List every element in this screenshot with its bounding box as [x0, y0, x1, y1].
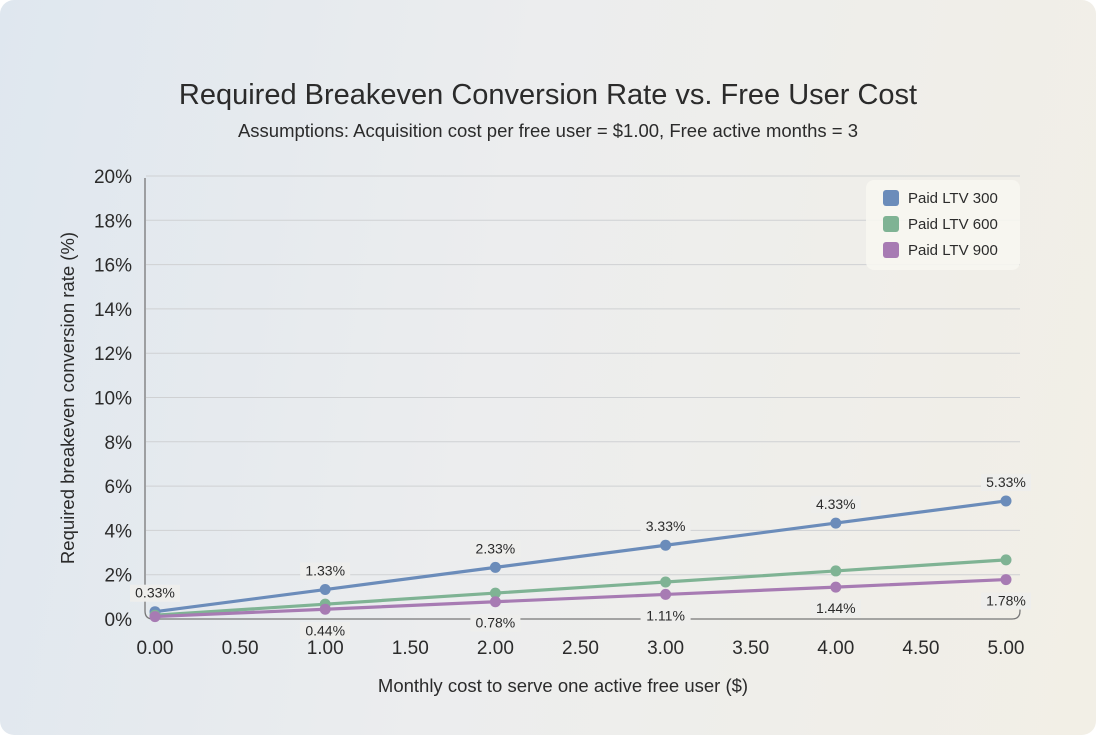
data-point: [660, 588, 672, 600]
data-label: 0.44%: [305, 622, 345, 638]
chart-subtitle: Assumptions: Acquisition cost per free u…: [238, 120, 858, 141]
data-label: 1.33%: [305, 563, 345, 579]
legend: Paid LTV 300 Paid LTV 600 Paid LTV 900: [866, 180, 1020, 270]
series-line: [154, 499, 1007, 614]
y-tick-label: 4%: [105, 521, 133, 542]
data-label: 3.33%: [646, 518, 686, 534]
y-tick-label: 20%: [94, 167, 132, 188]
data-label: 1.11%: [646, 607, 685, 623]
y-tick-label: 2%: [105, 566, 133, 587]
data-label: 0.33%: [135, 585, 175, 601]
data-point: [1000, 554, 1012, 566]
y-axis-label: Required breakeven conversion rate (%): [57, 232, 78, 564]
data-label-bg: [300, 622, 351, 640]
legend-label: Paid LTV 300: [908, 190, 998, 207]
data-point: [149, 611, 161, 623]
axis-frame: [144, 178, 1021, 620]
y-tick-label: 14%: [94, 300, 132, 321]
x-tick-label: 4.50: [902, 638, 939, 659]
data-point: [319, 584, 331, 596]
data-point: [830, 565, 842, 577]
data-point: [830, 517, 842, 529]
y-tick-label: 12%: [94, 344, 132, 365]
data-point: [1000, 574, 1012, 586]
data-point: [489, 587, 501, 599]
data-label-bg: [130, 584, 180, 602]
data-label: 0.78%: [476, 615, 516, 631]
x-tick-label: 3.50: [732, 638, 769, 659]
data-point: [660, 576, 672, 588]
data-point: [830, 581, 842, 593]
y-tick-label: 8%: [105, 433, 133, 454]
x-tick-label: 4.00: [817, 638, 854, 659]
x-tick-label: 0.50: [222, 638, 259, 659]
data-label: 4.33%: [816, 496, 856, 512]
legend-label: Paid LTV 600: [908, 216, 998, 233]
legend-swatch: [883, 190, 899, 206]
chart-title: Required Breakeven Conversion Rate vs. F…: [179, 79, 917, 111]
legend-swatch: [883, 242, 899, 258]
data-label-bg: [470, 614, 521, 632]
data-point: [489, 596, 501, 608]
data-point: [660, 539, 672, 551]
x-tick-label: 2.00: [477, 638, 514, 659]
y-tick-label: 0%: [105, 610, 133, 631]
x-tick-label: 5.00: [988, 638, 1025, 659]
legend-label: Paid LTV 900: [908, 242, 998, 259]
data-point: [319, 603, 331, 615]
data-point: [1000, 495, 1012, 507]
data-label-bg: [470, 540, 521, 558]
x-tick-label: 2.50: [562, 638, 599, 659]
series-line: [154, 577, 1007, 619]
x-tick-label: 1.00: [307, 638, 344, 659]
y-tick-label: 10%: [94, 389, 132, 410]
data-label: 1.78%: [986, 593, 1026, 609]
y-tick-label: 18%: [94, 211, 132, 232]
series-line: [154, 558, 1007, 617]
y-tick-label: 16%: [94, 256, 132, 277]
data-label-bg: [300, 562, 351, 580]
data-label-bg: [810, 600, 861, 618]
y-tick-label: 6%: [105, 477, 133, 498]
data-label-bg: [981, 473, 1031, 491]
data-label-bg: [640, 607, 691, 625]
data-label-bg: [981, 592, 1031, 610]
legend-box: [866, 180, 1020, 270]
x-tick-label: 3.00: [647, 638, 684, 659]
data-label: 5.33%: [986, 474, 1026, 490]
data-label: 1.44%: [816, 600, 856, 616]
x-tick-label: 1.50: [392, 638, 429, 659]
data-point: [489, 561, 501, 573]
x-tick-label: 0.00: [137, 638, 174, 659]
legend-swatch: [883, 216, 899, 232]
data-label-bg: [640, 518, 691, 536]
data-label: 2.33%: [476, 540, 516, 556]
x-axis-label: Monthly cost to serve one active free us…: [378, 675, 748, 696]
data-label-bg: [810, 496, 861, 514]
